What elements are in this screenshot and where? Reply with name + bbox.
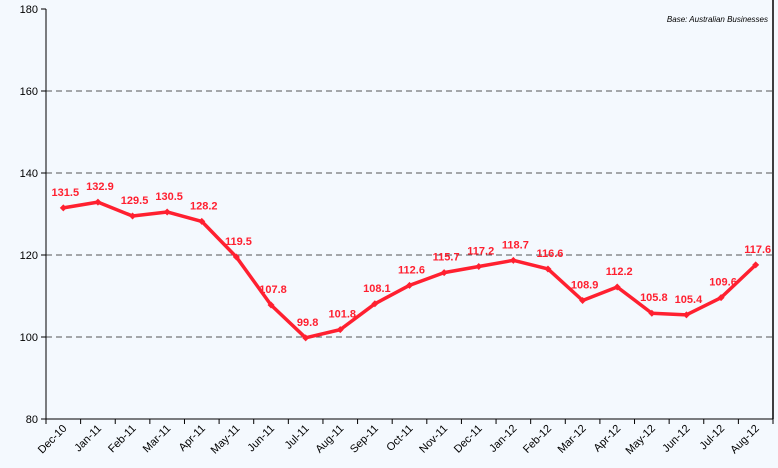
data-point (59, 204, 67, 212)
data-label: 99.8 (297, 317, 318, 329)
data-label: 128.2 (190, 200, 218, 212)
data-point (232, 253, 240, 261)
data-point (406, 281, 413, 289)
data-point (198, 217, 206, 225)
data-label: 108.9 (571, 280, 599, 292)
data-label: 108.1 (363, 283, 391, 295)
data-point (302, 334, 310, 342)
y-tick-label: 180 (20, 4, 38, 16)
data-label: 132.9 (86, 181, 114, 193)
data-point (717, 294, 725, 302)
data-point (336, 326, 344, 334)
data-label: 105.8 (640, 292, 668, 304)
data-label: 130.5 (155, 191, 183, 203)
data-point (509, 256, 517, 264)
data-point (163, 208, 171, 216)
data-point (129, 212, 137, 220)
base-annotation: Base: Australian Businesses (667, 15, 768, 24)
data-point (579, 297, 587, 305)
data-label: 115.7 (433, 252, 460, 264)
y-tick-label: 160 (20, 86, 38, 98)
data-point (267, 301, 275, 309)
data-point (752, 261, 760, 269)
data-point (371, 300, 379, 308)
y-tick-label: 100 (20, 332, 38, 344)
data-point (94, 198, 102, 206)
y-tick-label: 80 (26, 414, 38, 426)
data-point (440, 269, 448, 277)
data-point (648, 309, 656, 317)
data-point (475, 262, 483, 270)
data-label: 117.2 (467, 245, 494, 257)
data-label: 129.5 (121, 195, 149, 207)
y-tick-label: 140 (20, 168, 38, 180)
data-label: 101.8 (328, 309, 356, 321)
data-label: 107.8 (259, 284, 287, 296)
data-point (613, 283, 621, 291)
data-label: 116.6 (537, 248, 564, 260)
data-point (682, 311, 690, 319)
data-label: 105.4 (675, 294, 703, 306)
data-label: 112.2 (606, 266, 633, 278)
data-label: 109.6 (709, 277, 737, 289)
data-label: 118.7 (502, 239, 529, 251)
data-label: 112.6 (398, 264, 425, 276)
data-point (544, 265, 552, 273)
data-label: 119.5 (225, 236, 252, 248)
y-tick-label: 120 (20, 250, 38, 262)
data-label: 131.5 (52, 187, 80, 199)
data-label: 117.6 (744, 244, 771, 256)
